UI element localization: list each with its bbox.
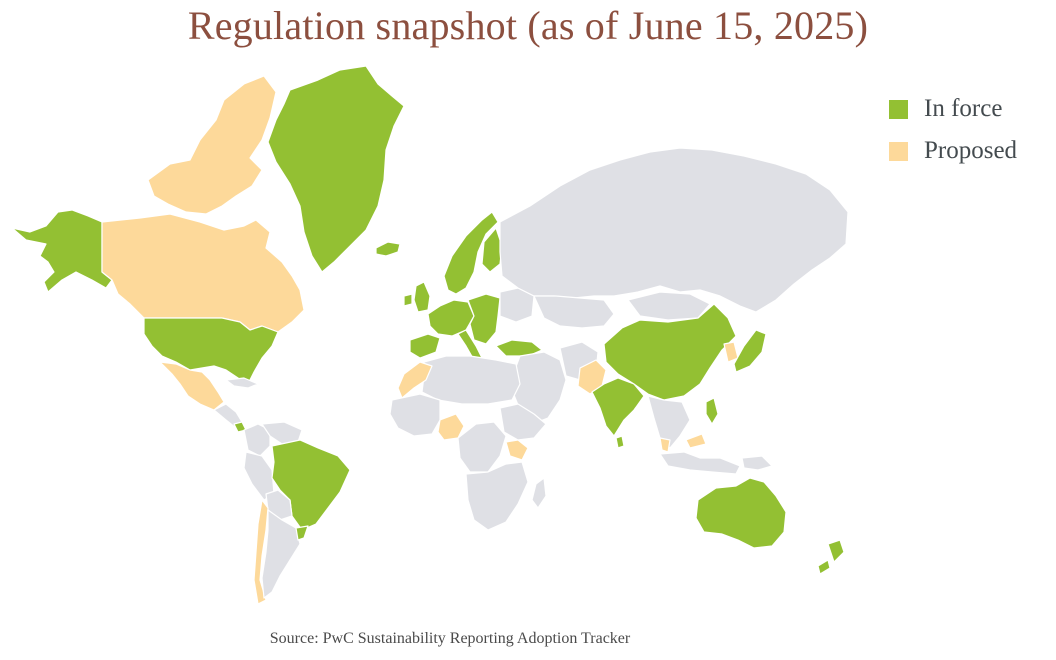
region-chile [253,499,269,605]
region-colombia [243,423,271,457]
region-west-africa [389,393,441,437]
region-philippines [705,397,719,425]
legend-label-proposed: Proposed [924,137,1018,164]
region-morocco [397,361,433,399]
region-southern-africa [465,461,529,531]
region-cuba [225,377,259,389]
region-mexico [159,361,225,411]
legend-item-in-force: In force [889,88,1049,130]
region-north-africa [421,355,521,405]
region-finland [481,227,503,273]
region-china [603,303,737,401]
source-note: Source: PwC Sustainability Reporting Ado… [269,630,631,647]
region-malaysia [659,433,707,453]
legend-label-in-force: In force [924,95,1003,122]
region-east-africa [499,403,547,441]
region-indonesia [659,451,741,475]
map-legend: In force Proposed [889,88,1049,172]
legend-item-proposed: Proposed [889,130,1049,172]
region-iceland [375,241,401,257]
region-turkey [495,339,543,357]
region-png [741,455,773,471]
legend-swatch-in-force [889,99,908,119]
region-europe-west [427,299,475,337]
region-usa [143,317,279,385]
region-canada [101,213,305,333]
region-kenya [505,439,529,461]
region-russia [499,147,849,313]
region-alaska [11,209,113,293]
region-japan [733,329,767,373]
region-uruguay [295,525,309,541]
region-uk [413,281,431,313]
region-madagascar [531,477,547,509]
region-australia [695,477,787,549]
region-ireland [403,293,413,307]
region-europe-east [467,293,501,345]
region-greenland [267,65,405,273]
region-southeast-asia [647,395,691,449]
region-korea [723,341,739,363]
region-argentina [261,509,301,599]
legend-swatch-proposed [889,141,908,161]
region-iberia [409,333,441,359]
region-india [591,377,645,437]
region-sri-lanka [615,435,625,449]
region-central-africa [457,421,507,473]
region-new-zealand [817,539,845,575]
region-mongolia [627,291,711,321]
region-canada-arctic [147,75,277,215]
map-title: Regulation snapshot (as of June 15, 2025… [187,3,869,48]
region-kazakhstan [533,295,615,329]
region-scandinavia [443,211,499,295]
